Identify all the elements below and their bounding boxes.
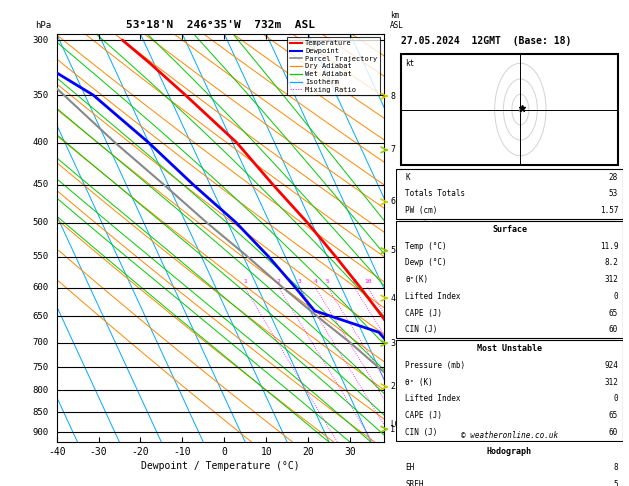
Text: 924: 924	[604, 361, 618, 370]
Text: 650: 650	[32, 312, 48, 321]
Text: 800: 800	[32, 386, 48, 395]
Text: 400: 400	[32, 139, 48, 147]
Text: 5: 5	[613, 480, 618, 486]
Bar	[396, 221, 623, 338]
Text: 2: 2	[390, 382, 395, 391]
Text: Pressure (mb): Pressure (mb)	[405, 361, 465, 370]
Text: 4: 4	[313, 279, 317, 284]
Text: 900: 900	[32, 428, 48, 437]
Text: CIN (J): CIN (J)	[405, 428, 438, 437]
Text: Mixing Ratio (g/kg): Mixing Ratio (g/kg)	[421, 191, 431, 286]
Text: 850: 850	[32, 408, 48, 417]
Text: 27.05.2024  12GMT  (Base: 18): 27.05.2024 12GMT (Base: 18)	[401, 36, 571, 46]
Text: km
ASL: km ASL	[390, 11, 404, 30]
Text: 600: 600	[32, 283, 48, 292]
Text: θᵉ(K): θᵉ(K)	[405, 275, 428, 284]
Text: 60: 60	[609, 428, 618, 437]
Text: 0: 0	[613, 394, 618, 403]
Text: 10: 10	[364, 279, 371, 284]
Text: 1.57: 1.57	[599, 206, 618, 215]
Text: 53: 53	[609, 190, 618, 198]
Text: 28: 28	[609, 173, 618, 182]
Text: 750: 750	[32, 363, 48, 372]
Text: 8: 8	[353, 279, 357, 284]
Text: Dewp (°C): Dewp (°C)	[405, 259, 447, 267]
Text: 7: 7	[390, 145, 395, 155]
Text: K: K	[405, 173, 410, 182]
Text: PW (cm): PW (cm)	[405, 206, 438, 215]
Bar	[396, 443, 623, 486]
Text: 6: 6	[390, 197, 395, 207]
Text: 60: 60	[609, 325, 618, 334]
Text: © weatheronline.co.uk: © weatheronline.co.uk	[461, 431, 558, 440]
Bar	[401, 54, 618, 165]
Text: Totals Totals: Totals Totals	[405, 190, 465, 198]
Text: 312: 312	[604, 378, 618, 386]
Text: 550: 550	[32, 252, 48, 261]
Text: 450: 450	[32, 180, 48, 190]
Text: 65: 65	[609, 309, 618, 317]
Text: 65: 65	[609, 411, 618, 420]
Text: CIN (J): CIN (J)	[405, 325, 438, 334]
Text: Lifted Index: Lifted Index	[405, 292, 461, 301]
Text: 1: 1	[390, 425, 395, 434]
Text: 8: 8	[613, 463, 618, 472]
Text: 312: 312	[604, 275, 618, 284]
Text: 5: 5	[390, 246, 395, 255]
Text: 11.9: 11.9	[599, 242, 618, 251]
Text: LCL: LCL	[390, 420, 404, 429]
Text: 8: 8	[390, 91, 395, 101]
Text: Surface: Surface	[492, 225, 527, 234]
Text: kt: kt	[405, 58, 415, 68]
Text: 8.2: 8.2	[604, 259, 618, 267]
Text: 300: 300	[32, 35, 48, 45]
Text: 350: 350	[32, 90, 48, 100]
Bar	[396, 169, 623, 219]
Text: 3: 3	[390, 339, 395, 347]
Text: Lifted Index: Lifted Index	[405, 394, 461, 403]
Bar	[396, 340, 623, 441]
X-axis label: Dewpoint / Temperature (°C): Dewpoint / Temperature (°C)	[141, 461, 299, 471]
Legend: Temperature, Dewpoint, Parcel Trajectory, Dry Adiabat, Wet Adiabat, Isotherm, Mi: Temperature, Dewpoint, Parcel Trajectory…	[287, 37, 380, 95]
Text: θᵉ (K): θᵉ (K)	[405, 378, 433, 386]
Text: Most Unstable: Most Unstable	[477, 344, 542, 353]
Text: 3: 3	[298, 279, 302, 284]
Title: 53°18'N  246°35'W  732m  ASL: 53°18'N 246°35'W 732m ASL	[126, 20, 314, 31]
Text: CAPE (J): CAPE (J)	[405, 309, 442, 317]
Text: CAPE (J): CAPE (J)	[405, 411, 442, 420]
Text: 500: 500	[32, 218, 48, 227]
Text: Hodograph: Hodograph	[487, 447, 532, 455]
Text: 1: 1	[243, 279, 247, 284]
Text: 700: 700	[32, 338, 48, 347]
Text: SREH: SREH	[405, 480, 424, 486]
Text: Temp (°C): Temp (°C)	[405, 242, 447, 251]
Text: 2: 2	[277, 279, 281, 284]
Text: EH: EH	[405, 463, 415, 472]
Text: hPa: hPa	[35, 21, 52, 30]
Text: 0: 0	[613, 292, 618, 301]
Text: 4: 4	[390, 294, 395, 303]
Text: 5: 5	[326, 279, 330, 284]
